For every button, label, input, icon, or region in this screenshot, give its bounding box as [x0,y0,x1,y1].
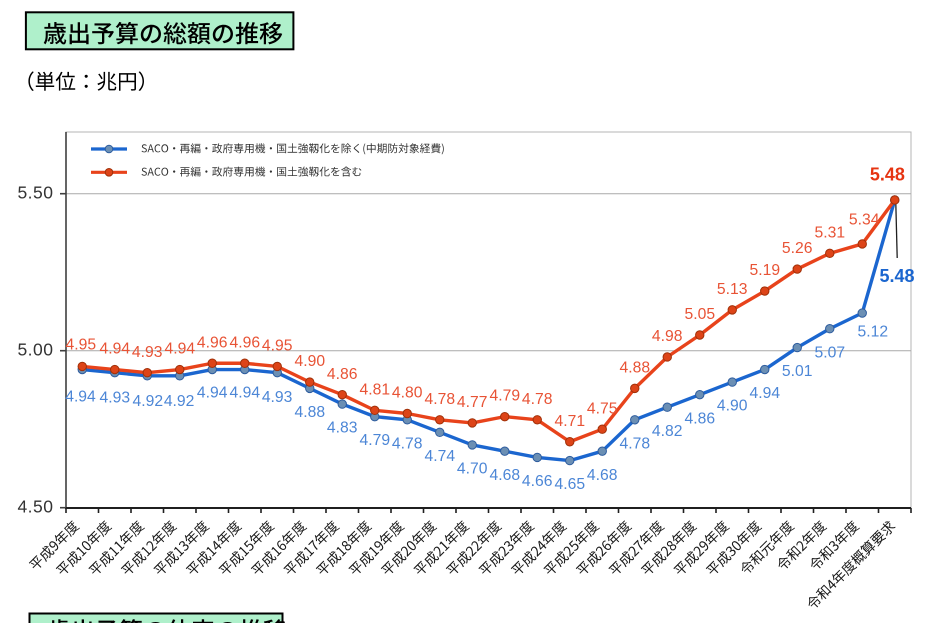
svg-text:5.00: 5.00 [17,340,53,360]
svg-text:5.13: 5.13 [717,281,748,298]
svg-text:5.34: 5.34 [849,212,880,229]
svg-text:4.75: 4.75 [587,400,618,417]
svg-text:4.80: 4.80 [392,385,423,402]
svg-text:4.68: 4.68 [587,467,618,484]
svg-text:4.78: 4.78 [425,391,456,408]
svg-text:4.92: 4.92 [133,393,164,410]
svg-text:4.94: 4.94 [197,385,228,402]
svg-text:4.93: 4.93 [100,389,131,406]
svg-text:4.78: 4.78 [620,435,651,452]
svg-text:4.86: 4.86 [327,366,358,383]
svg-text:4.93: 4.93 [132,344,163,361]
svg-text:4.86: 4.86 [685,410,716,427]
svg-text:4.93: 4.93 [262,389,293,406]
svg-text:4.83: 4.83 [327,420,358,437]
svg-text:4.90: 4.90 [295,353,326,370]
svg-text:4.88: 4.88 [620,360,651,377]
svg-text:5.48: 5.48 [879,266,914,286]
svg-text:4.88: 4.88 [295,404,326,421]
svg-text:4.78: 4.78 [522,391,553,408]
svg-text:4.66: 4.66 [522,473,553,490]
svg-text:4.94: 4.94 [750,385,781,402]
svg-text:4.77: 4.77 [457,394,488,411]
svg-text:4.71: 4.71 [555,413,586,430]
svg-text:5.07: 5.07 [815,344,846,361]
svg-text:4.95: 4.95 [262,338,293,355]
svg-text:4.79: 4.79 [490,388,521,405]
svg-text:4.90: 4.90 [717,398,748,415]
svg-text:5.19: 5.19 [750,262,781,279]
svg-text:4.78: 4.78 [392,435,423,452]
svg-text:4.96: 4.96 [197,334,228,351]
svg-text:4.50: 4.50 [17,497,53,517]
svg-text:4.94: 4.94 [165,341,196,358]
svg-text:4.96: 4.96 [230,334,261,351]
svg-text:4.92: 4.92 [164,393,195,410]
svg-text:4.94: 4.94 [230,385,261,402]
svg-text:4.82: 4.82 [652,423,683,440]
svg-text:5.01: 5.01 [782,363,813,380]
svg-text:5.31: 5.31 [815,225,846,242]
svg-text:4.79: 4.79 [360,432,391,449]
svg-text:4.68: 4.68 [490,467,521,484]
svg-text:5.12: 5.12 [858,324,889,341]
svg-text:4.95: 4.95 [66,337,97,354]
svg-text:4.70: 4.70 [457,461,488,478]
svg-text:4.98: 4.98 [652,328,683,345]
svg-text:5.05: 5.05 [685,306,716,323]
svg-text:4.74: 4.74 [425,448,456,465]
svg-text:4.81: 4.81 [360,382,391,399]
svg-text:4.94: 4.94 [100,341,131,358]
svg-text:5.26: 5.26 [782,240,813,257]
svg-text:4.94: 4.94 [65,389,96,406]
svg-text:5.48: 5.48 [870,165,905,185]
svg-text:4.65: 4.65 [555,476,586,493]
svg-text:5.50: 5.50 [17,183,53,203]
